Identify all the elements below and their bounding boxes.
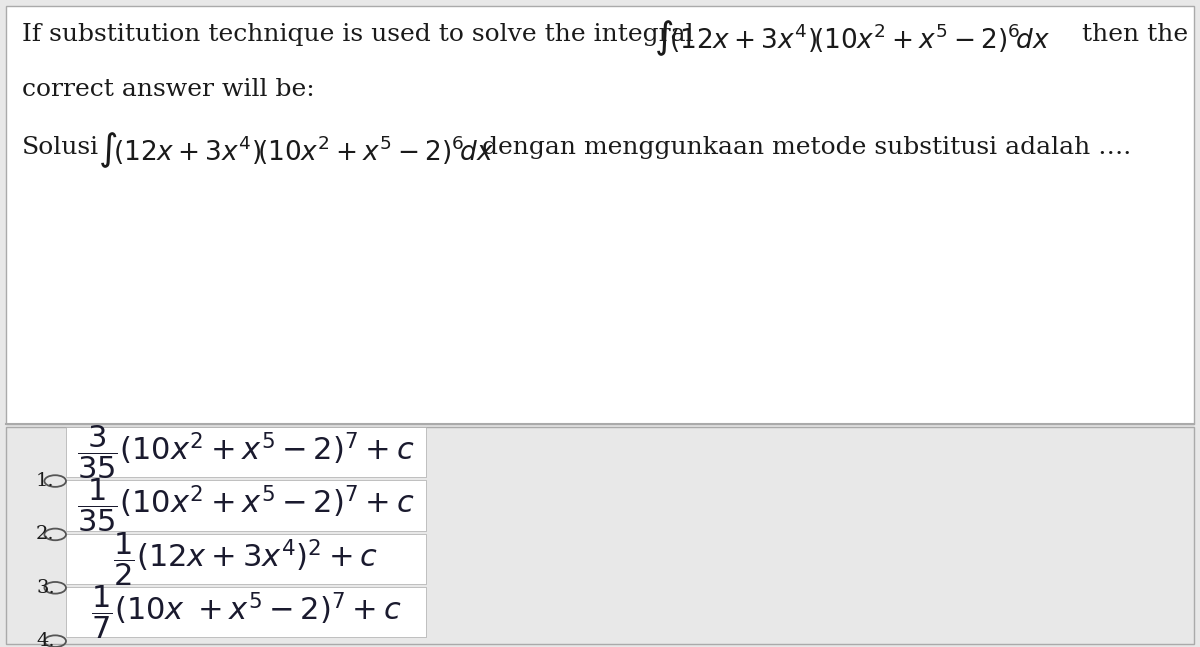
FancyBboxPatch shape <box>66 480 426 531</box>
Text: If substitution technique is used to solve the integral: If substitution technique is used to sol… <box>22 23 694 46</box>
Text: $\int\!\left(12x+3x^4\right)\!\left(10x^2+x^5-2\right)^6\! dx$: $\int\!\left(12x+3x^4\right)\!\left(10x^… <box>98 131 494 170</box>
Text: $\int\!\left(12x+3x^4\right)\!\left(10x^2+x^5-2\right)^6\! dx$: $\int\!\left(12x+3x^4\right)\!\left(10x^… <box>654 18 1050 58</box>
Text: $\dfrac{1}{35}\left(10x^2+x^5-2\right)^7+c$: $\dfrac{1}{35}\left(10x^2+x^5-2\right)^7… <box>77 477 415 534</box>
Text: Solusi: Solusi <box>22 136 98 159</box>
Text: $\dfrac{1}{2}\left(12x+3x^4\right)^2+c$: $\dfrac{1}{2}\left(12x+3x^4\right)^2+c$ <box>114 530 378 587</box>
Text: correct answer will be:: correct answer will be: <box>22 78 314 101</box>
Text: then the: then the <box>1082 23 1188 46</box>
Text: 4.: 4. <box>36 632 55 647</box>
Text: 2.: 2. <box>36 525 55 543</box>
Text: 3.: 3. <box>36 579 55 597</box>
Text: dengan menggunkaan metode substitusi adalah ….: dengan menggunkaan metode substitusi ada… <box>482 136 1132 159</box>
FancyBboxPatch shape <box>66 427 426 477</box>
FancyBboxPatch shape <box>6 427 1194 644</box>
Text: $\dfrac{3}{35}\left(10x^2+x^5-2\right)^7+c$: $\dfrac{3}{35}\left(10x^2+x^5-2\right)^7… <box>77 423 415 481</box>
Text: 1.: 1. <box>36 472 55 490</box>
FancyBboxPatch shape <box>66 534 426 584</box>
FancyBboxPatch shape <box>66 587 426 637</box>
Text: $\dfrac{1}{7}\left(10x\;+x^5-2\right)^7+c$: $\dfrac{1}{7}\left(10x\;+x^5-2\right)^7+… <box>90 584 402 641</box>
FancyBboxPatch shape <box>6 6 1194 424</box>
